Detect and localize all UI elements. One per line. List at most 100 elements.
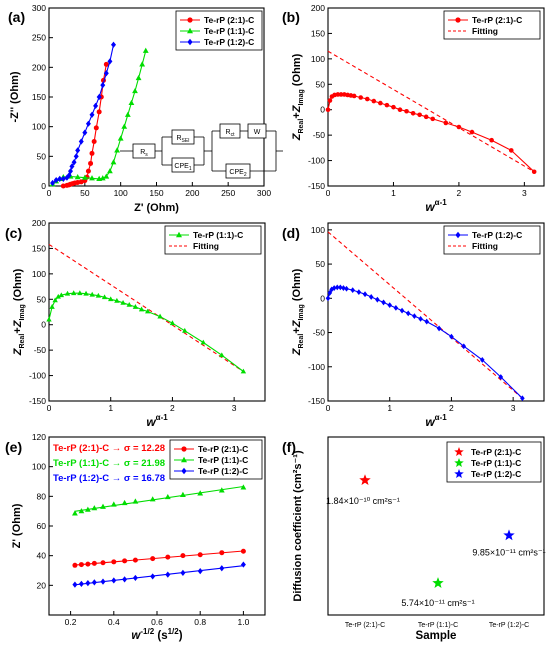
data-point	[121, 123, 128, 129]
x-tick-label: 300	[257, 188, 271, 198]
data-point	[89, 111, 95, 118]
panel-f: (f)Diffusion coefficient (cm²s⁻¹)SampleT…	[282, 436, 546, 642]
y-tick-label: 0	[320, 105, 325, 115]
data-point	[341, 285, 346, 291]
series-line	[52, 50, 147, 185]
data-point	[53, 176, 59, 184]
circuit-cpe1: CPE1	[174, 163, 191, 172]
data-point	[498, 374, 504, 380]
data-point	[117, 135, 124, 141]
plot-frame	[327, 7, 545, 187]
y-tick-label: -150	[308, 396, 325, 406]
data-point	[46, 316, 52, 322]
data-point	[101, 294, 108, 300]
data-point	[334, 284, 340, 291]
data-point	[180, 491, 186, 497]
data-point	[508, 148, 514, 153]
x-tick-label: 1	[391, 188, 396, 198]
legend-box	[443, 225, 541, 255]
data-point	[338, 92, 344, 97]
legend-marker	[181, 446, 187, 452]
x-axis-label: wα-1	[146, 413, 168, 429]
data-point	[96, 93, 102, 101]
data-point	[169, 320, 176, 326]
panel-c: 0 1 2 3 200 150 100 50 0 -50 -100 -150 (c) ZReal+ZIma…	[5, 218, 266, 429]
legend-entry: Fitting	[472, 241, 498, 251]
data-point	[404, 108, 409, 114]
data-point	[371, 98, 377, 104]
data-point	[240, 484, 247, 490]
data-point	[77, 290, 83, 296]
data-point	[84, 506, 91, 512]
sigma-annotation: Te-rP (2:1)-C → σ = 12.28	[53, 443, 165, 454]
panel-a: 0 50 100 150 200 250 300 0 50 100 150 200 250 300 Z' (…	[8, 3, 283, 214]
y-tick-label: 100	[32, 269, 46, 279]
legend-entry: Te-rP (1:1)-C	[471, 458, 521, 468]
panel-label: (e)	[5, 439, 22, 455]
data-point	[219, 565, 225, 572]
y-tick-label: 60	[37, 521, 47, 531]
data-point	[71, 159, 77, 166]
y-axis-label: -Z'' (Ohm)	[9, 71, 21, 122]
circuit-rs: Rs	[140, 149, 148, 158]
fitting-line	[327, 231, 523, 399]
data-point	[145, 308, 151, 314]
y-tick-label: 200	[311, 3, 325, 13]
data-point	[100, 560, 106, 566]
data-point	[197, 490, 204, 496]
panel-label: (a)	[8, 9, 25, 25]
x-tick-label: 2	[170, 403, 175, 413]
data-point	[103, 173, 110, 179]
data-point	[489, 137, 494, 143]
y-tick-label: 100	[32, 462, 46, 472]
data-point	[108, 296, 114, 302]
legend-marker	[454, 458, 464, 468]
x-tick-label: 50	[80, 188, 90, 198]
data-point	[93, 102, 99, 109]
diffusion-value-label: 9.85×10⁻¹¹ cm²s⁻¹	[472, 547, 545, 557]
data-point	[399, 307, 405, 314]
data-point	[325, 295, 331, 302]
y-axis-label: ZReal+ZImag (Ohm)	[291, 53, 305, 141]
x-tick-label: 0.8	[194, 617, 206, 627]
x-tick-label: 0.4	[108, 617, 120, 627]
data-point	[240, 368, 247, 374]
data-point	[68, 168, 73, 175]
data-point	[325, 107, 331, 113]
data-point	[135, 74, 142, 81]
data-point	[157, 313, 163, 319]
data-point	[449, 333, 454, 340]
y-tick-label: 50	[316, 79, 326, 89]
legend-entry: Fitting	[193, 241, 219, 251]
equivalent-circuit: Rs RSEI CPE1 Rct W CPE2	[120, 123, 283, 179]
y-tick-label: 200	[32, 62, 46, 72]
data-point	[164, 493, 171, 500]
data-point	[81, 174, 88, 180]
data-point	[50, 179, 56, 187]
data-point	[96, 109, 102, 115]
data-point	[417, 112, 422, 118]
data-point	[64, 290, 71, 296]
series-line	[327, 286, 523, 399]
data-point	[128, 99, 135, 106]
data-point	[100, 82, 106, 89]
data-point	[55, 293, 61, 299]
data-point	[461, 343, 467, 350]
y-tick-label: -150	[308, 181, 325, 191]
legend-entry: Te-rP (1:2)-C	[204, 37, 254, 47]
data-point	[122, 558, 128, 564]
fit-line	[74, 565, 244, 586]
legend-marker	[187, 38, 193, 46]
data-point	[99, 175, 106, 181]
fit-line	[74, 550, 244, 566]
legend-entry: Te-rP (1:1)-C	[198, 455, 248, 465]
series-line	[327, 93, 535, 173]
data-point	[182, 327, 188, 333]
legend-entry: Te-rP (2:1)-C	[471, 447, 521, 457]
x-tick-label: 3	[522, 188, 527, 198]
panel-label: (f)	[282, 439, 296, 455]
y-tick-label: -100	[29, 371, 46, 381]
y-tick-label: 0	[320, 293, 325, 303]
data-point	[387, 302, 393, 309]
x-tick-label: 0	[326, 403, 331, 413]
